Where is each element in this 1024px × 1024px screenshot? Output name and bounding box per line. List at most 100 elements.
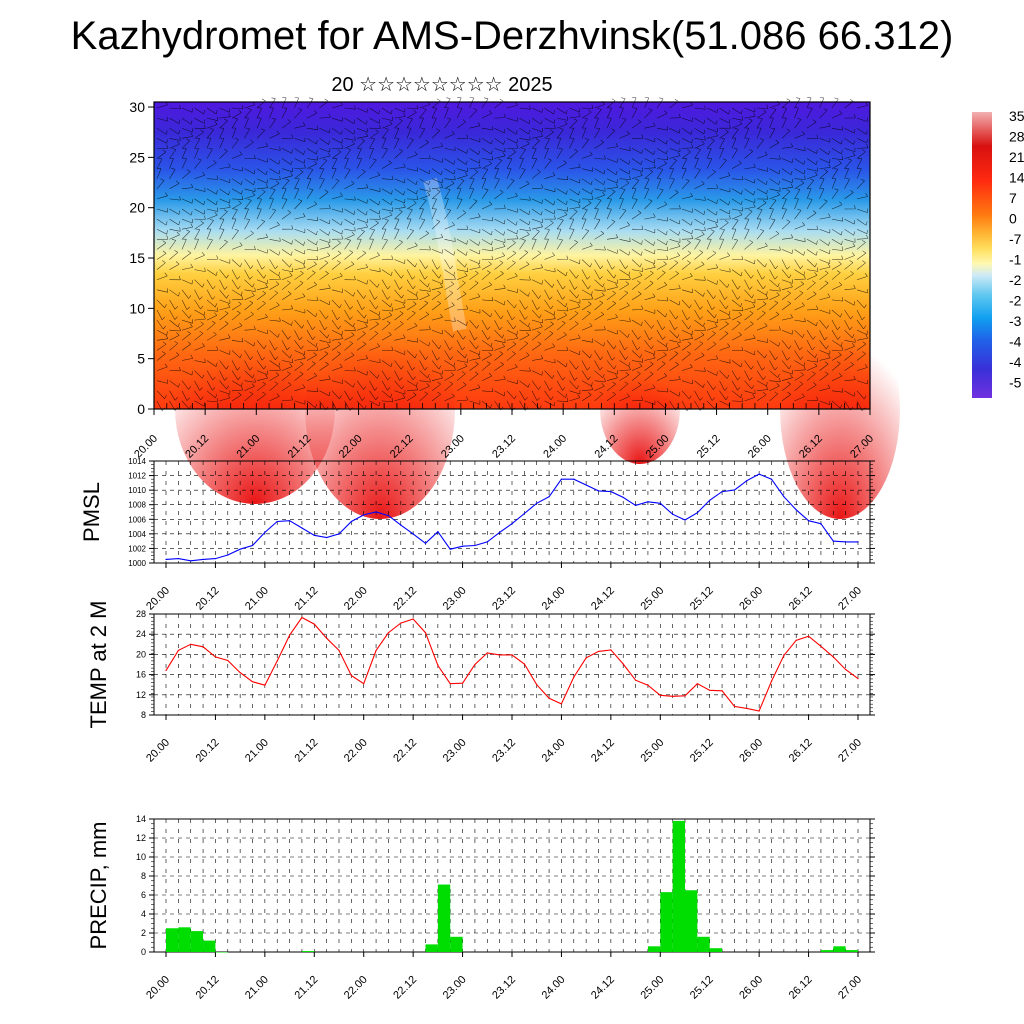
pmsl-panel: 1000 1002 1004 1006 1008 1010 1012 1014 20.00 20.…	[79, 457, 875, 613]
data-point	[770, 478, 773, 480]
data-point	[857, 678, 859, 680]
precip-bar	[660, 892, 673, 952]
y-tick-label: 12	[136, 690, 146, 700]
data-point	[276, 520, 278, 523]
x-tick-label: 20.00	[144, 585, 172, 613]
x-tick-label: 22.12	[391, 585, 419, 613]
x-tick-label: 23.00	[441, 737, 469, 765]
data-point	[474, 663, 476, 666]
x-tick-label: 23.12	[490, 433, 518, 461]
data-point	[733, 705, 736, 708]
x-tick-label: 23.00	[441, 585, 469, 613]
data-point	[288, 634, 291, 636]
colorbar-label: -2	[1009, 293, 1022, 309]
x-tick-label: 21.00	[243, 974, 271, 1002]
y-tick-label: 4	[141, 909, 146, 919]
precip-bar	[437, 884, 451, 952]
x-tick-label: 20.12	[194, 974, 222, 1002]
data-point	[375, 511, 377, 513]
data-point	[622, 663, 624, 665]
data-point	[363, 514, 365, 516]
x-tick-label: 22.00	[342, 585, 370, 613]
data-point	[412, 618, 414, 620]
y-tick-label: 5	[137, 351, 145, 367]
data-point	[461, 682, 464, 684]
data-point	[177, 558, 179, 560]
colorbar-label: -2	[1009, 272, 1022, 288]
data-point	[647, 684, 649, 686]
precip-bar	[178, 927, 191, 952]
x-tick-label: 25.00	[638, 974, 666, 1002]
data-point	[758, 710, 760, 712]
data-point	[486, 541, 488, 543]
data-point	[832, 656, 834, 658]
data-point	[350, 675, 352, 677]
data-point	[523, 512, 525, 515]
y-tick-label: 0	[141, 947, 146, 957]
colorbar-label: 14	[1009, 170, 1024, 186]
precip-bar	[203, 940, 216, 952]
data-point	[807, 520, 810, 522]
x-tick-label: 23.12	[490, 974, 518, 1002]
y-tick-label: 1012	[128, 472, 146, 481]
data-point	[338, 533, 340, 535]
y-tick-label: 8	[141, 871, 146, 881]
x-tick-label: 27.00	[836, 974, 864, 1002]
data-point	[165, 669, 167, 672]
data-point	[338, 649, 340, 651]
x-tick-label: 26.00	[737, 974, 765, 1002]
y-tick-label: 1014	[128, 457, 146, 466]
data-point	[746, 480, 748, 482]
data-point	[634, 679, 637, 681]
x-tick-label: 26.12	[787, 585, 815, 613]
data-point	[313, 623, 315, 625]
data-point	[845, 541, 847, 543]
data-point	[709, 689, 711, 691]
data-point	[276, 660, 278, 662]
data-point	[548, 697, 550, 699]
data-point	[610, 491, 612, 493]
precip-panel: 0 2 4 6 8 10 12 14 20.00 20.12 21.00 21.12 22.00 22.1…	[86, 814, 875, 1002]
data-point	[190, 560, 192, 562]
data-point	[239, 548, 241, 550]
precip-bar	[672, 820, 685, 952]
precip-bar	[709, 948, 723, 952]
data-point	[400, 524, 402, 526]
data-point	[165, 558, 167, 560]
data-point	[449, 683, 451, 685]
data-point	[597, 650, 600, 652]
y-axis-label: TEMP at 2 M	[86, 601, 111, 729]
data-point	[536, 684, 538, 686]
x-tick-label: 23.00	[441, 974, 469, 1002]
data-point	[363, 683, 365, 685]
colorbar-label: -3	[1009, 313, 1022, 329]
data-point	[239, 671, 241, 674]
data-point	[672, 513, 674, 515]
y-tick-label: 1008	[128, 501, 146, 510]
x-tick-label: 20.12	[194, 585, 222, 613]
colorbar-label: -7	[1009, 231, 1022, 247]
wind-barb-mesh	[156, 97, 869, 411]
y-tick-label: 20	[136, 649, 146, 659]
y-tick-label: 20	[129, 200, 145, 216]
x-tick-label: 24.00	[541, 433, 569, 461]
data-point	[733, 489, 736, 491]
x-tick-label: 24.00	[540, 585, 568, 613]
data-point	[251, 681, 254, 683]
x-tick-label: 26.12	[787, 737, 815, 765]
x-tick-label: 26.00	[746, 433, 774, 461]
precip-bar	[845, 950, 858, 952]
data-point	[251, 544, 254, 547]
data-point	[832, 540, 834, 542]
data-point	[288, 520, 291, 522]
data-point	[857, 541, 859, 543]
x-tick-label: 20.00	[144, 974, 172, 1002]
data-point	[214, 656, 217, 658]
x-tick-label: 25.12	[695, 433, 723, 461]
data-point	[820, 523, 822, 525]
data-point	[536, 502, 538, 504]
precip-bar	[833, 946, 846, 952]
x-tick-label: 25.12	[688, 974, 716, 1002]
data-point	[424, 632, 427, 634]
